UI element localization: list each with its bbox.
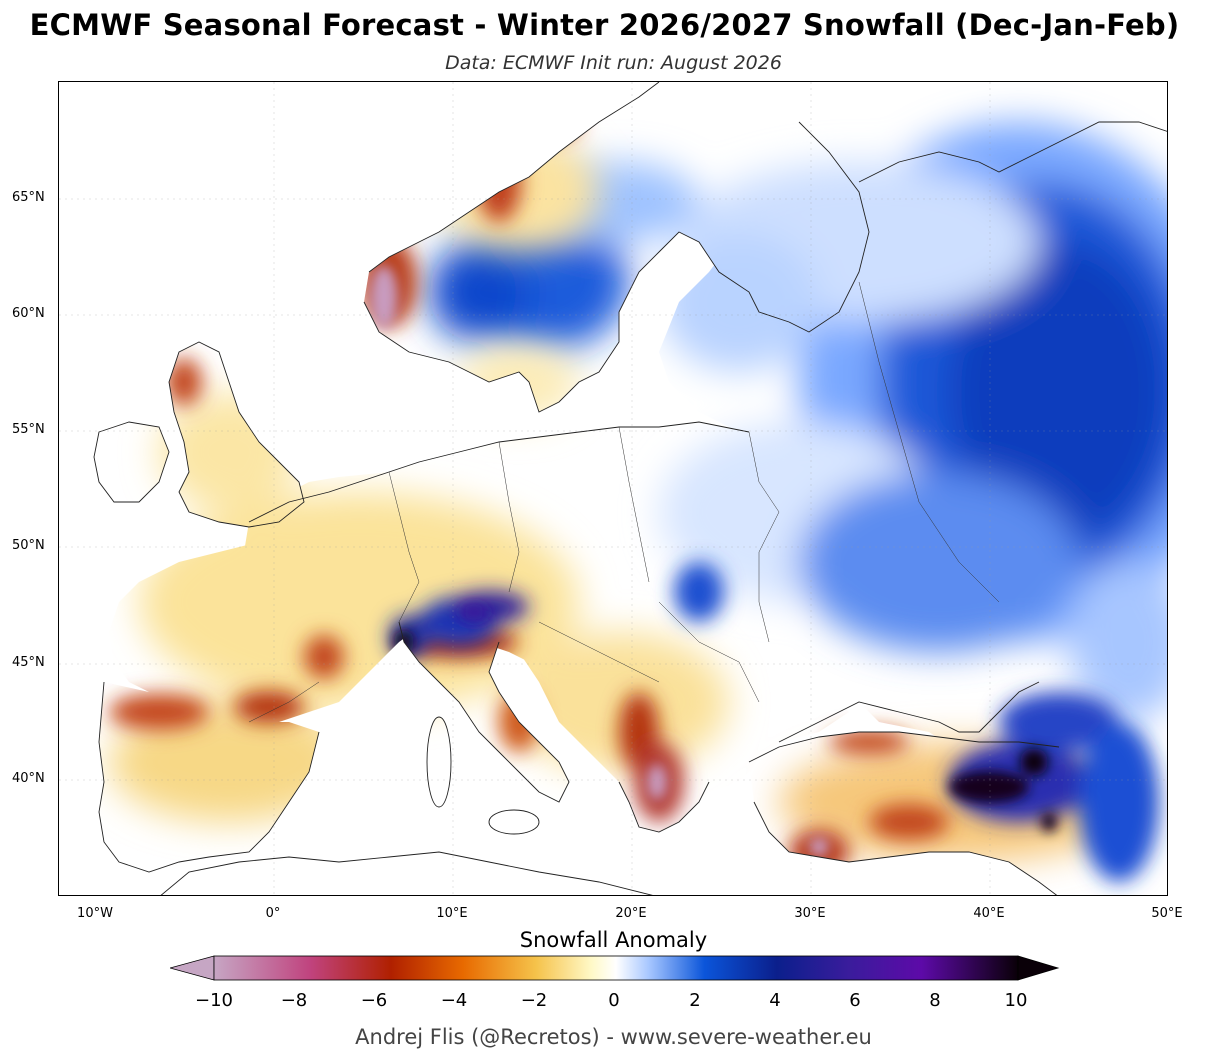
map-canvas: [59, 82, 1167, 895]
colorbar-min-extend: [170, 955, 215, 981]
lat-label-55n: 55°N: [12, 422, 45, 437]
lat-label-65n: 65°N: [12, 190, 45, 205]
lon-label-30e: 30°E: [794, 906, 826, 921]
lon-label-10e: 10°E: [436, 906, 468, 921]
colorbar-title: Snowfall Anomaly: [519, 928, 708, 952]
colorbar-tick: −4: [440, 990, 468, 1011]
lon-label-0: 0°: [265, 906, 281, 921]
lat-label-45n: 45°N: [12, 655, 45, 670]
colorbar-tick: 6: [849, 990, 861, 1011]
colorbar-tick: 2: [689, 990, 701, 1011]
lon-label-20e: 20°E: [615, 906, 647, 921]
colorbar-tick: 0: [608, 990, 620, 1011]
lat-label-40n: 40°N: [12, 771, 45, 786]
map-title: ECMWF Seasonal Forecast - Winter 2026/20…: [29, 8, 1180, 42]
colorbar-tick: 10: [1004, 990, 1028, 1011]
lat-label-50n: 50°N: [12, 538, 45, 553]
graticule: [59, 82, 1167, 895]
lon-label-50e: 50°E: [1151, 906, 1183, 921]
colorbar-tick: −10: [195, 990, 233, 1011]
colorbar: [170, 955, 1060, 981]
colorbar-tick: −8: [280, 990, 308, 1011]
colorbar-tick: 8: [929, 990, 941, 1011]
colorbar-tick: −6: [360, 990, 388, 1011]
colorbar-max-extend: [1017, 955, 1060, 981]
lon-label-10w: 10°W: [77, 906, 113, 921]
snowfall-anomaly-map: [58, 81, 1168, 896]
colorbar-tick: 4: [769, 990, 781, 1011]
lon-label-40e: 40°E: [973, 906, 1005, 921]
map-subtitle: Data: ECMWF Init run: August 2026: [445, 52, 782, 74]
country-borders: [248, 281, 1000, 723]
colorbar-tick: −2: [520, 990, 548, 1011]
credit-text: Andrej Flis (@Recretos) - www.severe-wea…: [355, 1025, 872, 1049]
coastlines: [93, 82, 1167, 895]
lat-label-60n: 60°N: [12, 306, 45, 321]
colorbar-gradient: [213, 955, 1019, 981]
